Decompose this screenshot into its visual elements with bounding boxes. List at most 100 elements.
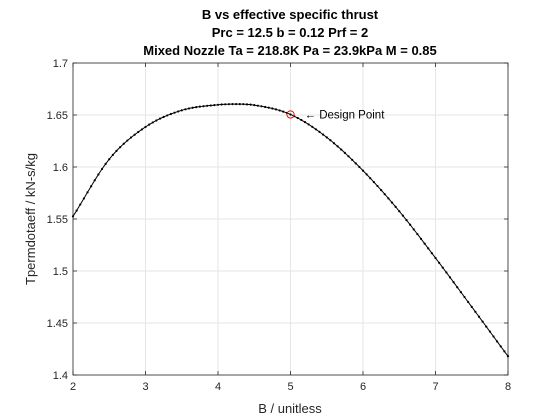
data-point xyxy=(477,315,481,318)
data-point xyxy=(496,340,499,343)
data-point xyxy=(307,123,310,126)
data-point xyxy=(173,111,176,114)
data-point xyxy=(213,104,216,107)
x-tick-label: 7 xyxy=(432,381,438,393)
data-point xyxy=(82,197,85,200)
data-point xyxy=(481,320,484,323)
data-point xyxy=(235,102,238,106)
data-point xyxy=(380,188,383,192)
x-tick-label: 6 xyxy=(360,381,366,393)
data-point xyxy=(119,146,122,149)
data-point xyxy=(256,104,259,107)
x-tick-label: 5 xyxy=(287,381,293,393)
data-point xyxy=(177,110,180,113)
data-point xyxy=(441,266,444,269)
data-point xyxy=(126,139,129,142)
data-point xyxy=(434,256,437,260)
data-point xyxy=(467,300,470,304)
design-point-label: ← Design Point xyxy=(305,109,386,121)
data-point xyxy=(108,158,111,161)
data-point xyxy=(111,153,114,156)
data-point xyxy=(169,112,172,116)
x-tick-label: 4 xyxy=(215,381,221,393)
data-point xyxy=(503,350,506,353)
data-point xyxy=(332,142,336,145)
data-point xyxy=(155,119,158,122)
data-point xyxy=(282,110,285,113)
chart-subtitle-conditions: Mixed Nozzle Ta = 218.8K Pa = 23.9kPa M … xyxy=(143,43,437,58)
data-point xyxy=(390,201,394,204)
data-point xyxy=(459,291,462,294)
data-point xyxy=(274,108,278,111)
data-point xyxy=(209,104,212,107)
y-tick-label: 1.6 xyxy=(53,162,68,174)
data-point xyxy=(401,214,404,217)
data-point xyxy=(220,103,223,106)
data-point xyxy=(253,104,256,107)
data-point xyxy=(104,162,107,166)
chart-subtitle-parameters: Prc = 12.5 b = 0.12 Prf = 2 xyxy=(212,25,368,40)
design-point-marker xyxy=(286,110,295,119)
data-point xyxy=(376,184,379,188)
data-point xyxy=(90,185,93,188)
data-point xyxy=(289,113,292,116)
data-point xyxy=(329,139,332,142)
data-point xyxy=(278,109,281,112)
annotations: ← Design Point xyxy=(286,109,386,121)
data-point xyxy=(343,151,346,154)
data-point xyxy=(271,107,274,110)
data-point xyxy=(184,108,187,111)
data-point xyxy=(303,121,307,124)
data-point xyxy=(354,162,357,165)
data-point xyxy=(224,103,227,106)
data-point xyxy=(409,223,412,226)
data-point xyxy=(260,105,263,108)
data-point xyxy=(387,197,390,200)
data-point xyxy=(300,118,303,122)
data-point xyxy=(445,271,448,274)
data-point xyxy=(202,105,205,108)
data-point xyxy=(122,142,125,145)
data-point xyxy=(86,191,89,194)
x-tick-label: 3 xyxy=(142,381,148,393)
axes: 2 3 4 5 6 7 8 1.4 1.45 1.5 1.55 1.6 1.65 1.7 xyxy=(47,58,511,393)
data-point xyxy=(314,128,317,131)
data-point xyxy=(133,133,136,136)
data-point xyxy=(452,281,455,284)
y-tick-label: 1.4 xyxy=(53,370,68,382)
data-point xyxy=(191,106,194,109)
data-point xyxy=(361,169,365,172)
data-point xyxy=(166,114,169,117)
data-point xyxy=(322,133,325,136)
data-point xyxy=(100,167,104,171)
x-tick-label: 2 xyxy=(70,381,76,393)
data-point xyxy=(238,103,241,106)
data-point xyxy=(423,242,426,245)
data-point xyxy=(249,103,252,106)
data-point xyxy=(506,355,510,358)
data-point xyxy=(242,103,245,106)
data-point xyxy=(383,193,386,196)
data-point xyxy=(394,205,397,208)
chart-title: B vs effective specific thrust xyxy=(202,7,379,22)
data-point xyxy=(325,136,328,139)
data-point xyxy=(187,107,191,110)
data-point xyxy=(71,215,75,218)
data-point xyxy=(206,104,209,107)
data-point xyxy=(365,173,368,176)
data-point xyxy=(398,210,401,213)
data-point xyxy=(470,305,473,308)
data-point xyxy=(358,165,361,169)
data-point xyxy=(144,125,147,129)
data-point xyxy=(162,115,165,119)
data-point xyxy=(296,116,299,120)
y-tick-label: 1.55 xyxy=(47,214,68,226)
data-point xyxy=(419,237,423,240)
data-point xyxy=(231,103,234,106)
data-point xyxy=(456,286,459,289)
data-point xyxy=(372,180,375,184)
data-point xyxy=(115,149,118,152)
data-point xyxy=(75,209,78,212)
data-point xyxy=(311,125,314,128)
x-axis-label: B / unitless xyxy=(258,401,322,416)
